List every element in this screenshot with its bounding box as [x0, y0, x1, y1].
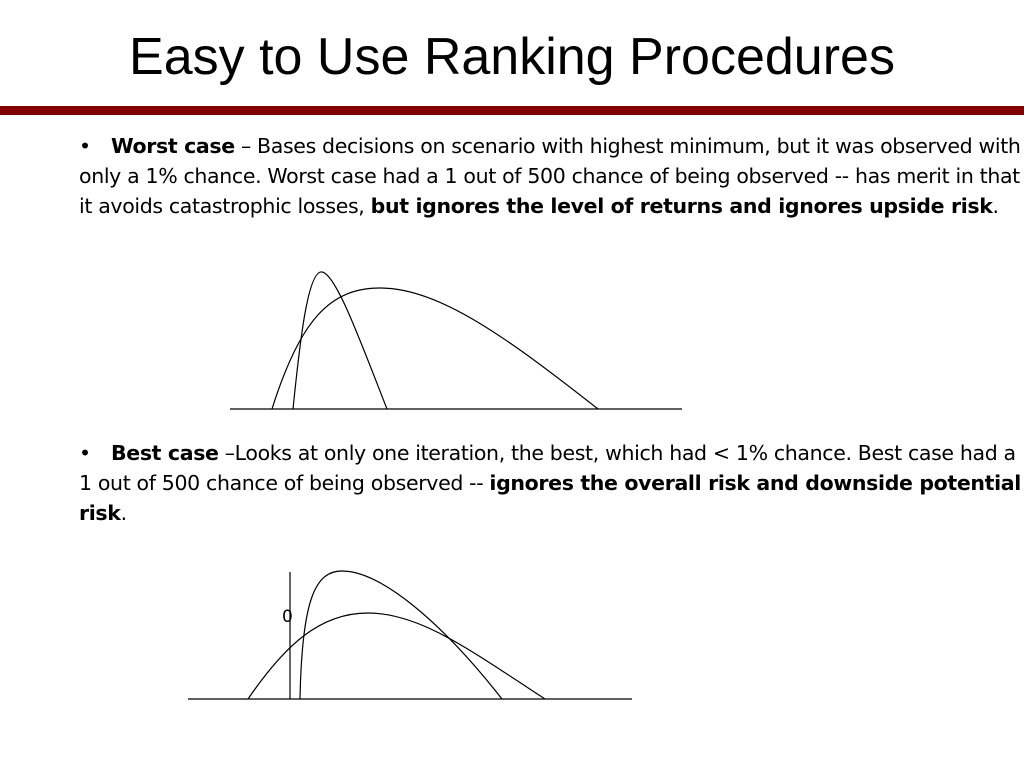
worst-case-diagram: [230, 271, 682, 410]
wide-distribution-curve: [271, 287, 599, 410]
wide-distribution-curve: [247, 612, 546, 700]
tall-distribution-curve: [299, 570, 503, 700]
bullet-end: .: [992, 194, 1000, 218]
slide-title: Easy to Use Ranking Procedures: [129, 28, 895, 86]
narrow-distribution-curve: [292, 271, 388, 410]
bullet-emphasis: ignores the overall risk and downside po…: [79, 471, 1021, 525]
bullet-emphasis: but ignores the level of returns and ign…: [370, 194, 993, 218]
bullet-text: – Bases decisions on scenario with highe…: [79, 134, 1021, 218]
best-case-bullet: • Best case –Looks at only one iteration,…: [79, 438, 1024, 528]
best-case-diagram: 0: [188, 570, 632, 700]
worst-case-bullet: • Worst case – Bases decisions on scenari…: [79, 131, 1024, 221]
bullet-marker: •: [79, 134, 91, 158]
bullet-lead: Worst case: [111, 134, 235, 158]
bullet-marker: •: [79, 441, 91, 465]
zero-label: 0: [282, 607, 293, 627]
bullet-lead: Best case: [111, 441, 219, 465]
bullet-text: –Looks at only one iteration, the best, …: [79, 441, 1016, 495]
bullet-end: .: [120, 501, 128, 525]
title-divider: [0, 106, 1024, 115]
